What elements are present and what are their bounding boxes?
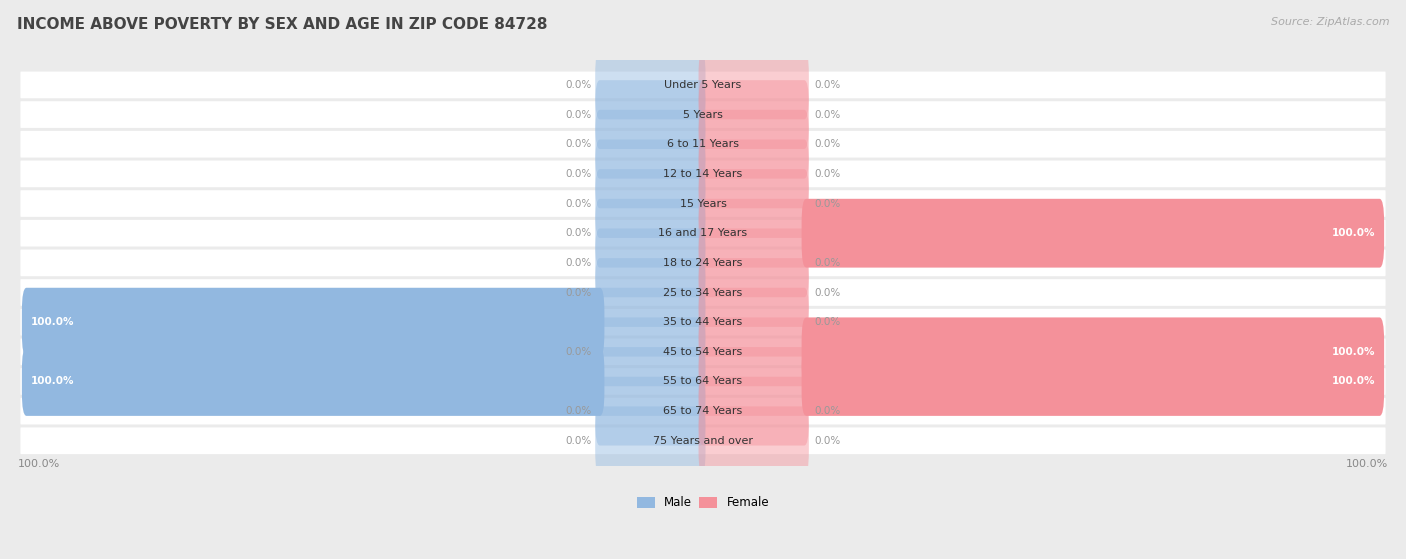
Text: 12 to 14 Years: 12 to 14 Years [664,169,742,179]
FancyBboxPatch shape [699,377,808,446]
FancyBboxPatch shape [21,101,1385,128]
Text: 0.0%: 0.0% [565,198,591,209]
Text: 0.0%: 0.0% [565,169,591,179]
Text: 5 Years: 5 Years [683,110,723,120]
FancyBboxPatch shape [22,347,605,416]
Text: 100.0%: 100.0% [31,317,75,327]
FancyBboxPatch shape [595,80,706,149]
Text: 0.0%: 0.0% [815,436,841,446]
FancyBboxPatch shape [595,169,706,238]
Text: 100.0%: 100.0% [1331,376,1375,386]
FancyBboxPatch shape [595,377,706,446]
Text: 100.0%: 100.0% [1331,347,1375,357]
FancyBboxPatch shape [21,249,1385,276]
FancyBboxPatch shape [699,288,808,357]
FancyBboxPatch shape [699,50,808,119]
FancyBboxPatch shape [699,80,808,149]
FancyBboxPatch shape [595,229,706,297]
FancyBboxPatch shape [21,190,1385,217]
Text: 0.0%: 0.0% [565,80,591,90]
Text: 0.0%: 0.0% [815,258,841,268]
FancyBboxPatch shape [595,199,706,268]
Text: Source: ZipAtlas.com: Source: ZipAtlas.com [1271,17,1389,27]
Text: 6 to 11 Years: 6 to 11 Years [666,139,740,149]
FancyBboxPatch shape [595,110,706,179]
Text: 0.0%: 0.0% [815,169,841,179]
FancyBboxPatch shape [595,50,706,119]
Text: 45 to 54 Years: 45 to 54 Years [664,347,742,357]
Text: 25 to 34 Years: 25 to 34 Years [664,287,742,297]
Text: 0.0%: 0.0% [565,436,591,446]
FancyBboxPatch shape [21,72,1385,98]
FancyBboxPatch shape [21,220,1385,247]
FancyBboxPatch shape [22,288,605,357]
FancyBboxPatch shape [699,318,808,386]
Text: INCOME ABOVE POVERTY BY SEX AND AGE IN ZIP CODE 84728: INCOME ABOVE POVERTY BY SEX AND AGE IN Z… [17,17,547,32]
Text: 0.0%: 0.0% [565,110,591,120]
Text: 0.0%: 0.0% [565,228,591,238]
Text: 0.0%: 0.0% [815,80,841,90]
Text: 0.0%: 0.0% [815,198,841,209]
FancyBboxPatch shape [699,406,808,475]
FancyBboxPatch shape [21,368,1385,395]
FancyBboxPatch shape [801,199,1384,268]
Text: 15 Years: 15 Years [679,198,727,209]
FancyBboxPatch shape [595,347,706,416]
Text: 16 and 17 Years: 16 and 17 Years [658,228,748,238]
Text: 100.0%: 100.0% [1346,459,1388,469]
FancyBboxPatch shape [21,309,1385,335]
Legend: Male, Female: Male, Female [634,493,772,513]
FancyBboxPatch shape [699,140,808,209]
Text: 0.0%: 0.0% [565,406,591,416]
Text: 100.0%: 100.0% [1331,228,1375,238]
Text: 0.0%: 0.0% [815,110,841,120]
Text: 0.0%: 0.0% [565,139,591,149]
FancyBboxPatch shape [699,199,808,268]
Text: 0.0%: 0.0% [565,347,591,357]
FancyBboxPatch shape [595,258,706,327]
FancyBboxPatch shape [801,318,1384,386]
FancyBboxPatch shape [699,258,808,327]
Text: 75 Years and over: 75 Years and over [652,436,754,446]
FancyBboxPatch shape [699,169,808,238]
Text: 0.0%: 0.0% [565,287,591,297]
Text: 65 to 74 Years: 65 to 74 Years [664,406,742,416]
Text: 0.0%: 0.0% [815,287,841,297]
Text: 18 to 24 Years: 18 to 24 Years [664,258,742,268]
FancyBboxPatch shape [699,347,808,416]
FancyBboxPatch shape [699,110,808,179]
FancyBboxPatch shape [21,339,1385,365]
Text: 100.0%: 100.0% [31,376,75,386]
Text: 0.0%: 0.0% [565,258,591,268]
Text: 35 to 44 Years: 35 to 44 Years [664,317,742,327]
FancyBboxPatch shape [21,160,1385,187]
FancyBboxPatch shape [21,428,1385,454]
FancyBboxPatch shape [21,279,1385,306]
Text: 55 to 64 Years: 55 to 64 Years [664,376,742,386]
FancyBboxPatch shape [595,288,706,357]
FancyBboxPatch shape [595,406,706,475]
FancyBboxPatch shape [699,229,808,297]
Text: 0.0%: 0.0% [815,139,841,149]
FancyBboxPatch shape [595,140,706,209]
FancyBboxPatch shape [21,131,1385,158]
Text: 0.0%: 0.0% [815,406,841,416]
FancyBboxPatch shape [801,347,1384,416]
FancyBboxPatch shape [21,398,1385,424]
Text: Under 5 Years: Under 5 Years [665,80,741,90]
Text: 100.0%: 100.0% [18,459,60,469]
Text: 0.0%: 0.0% [815,317,841,327]
FancyBboxPatch shape [595,318,706,386]
